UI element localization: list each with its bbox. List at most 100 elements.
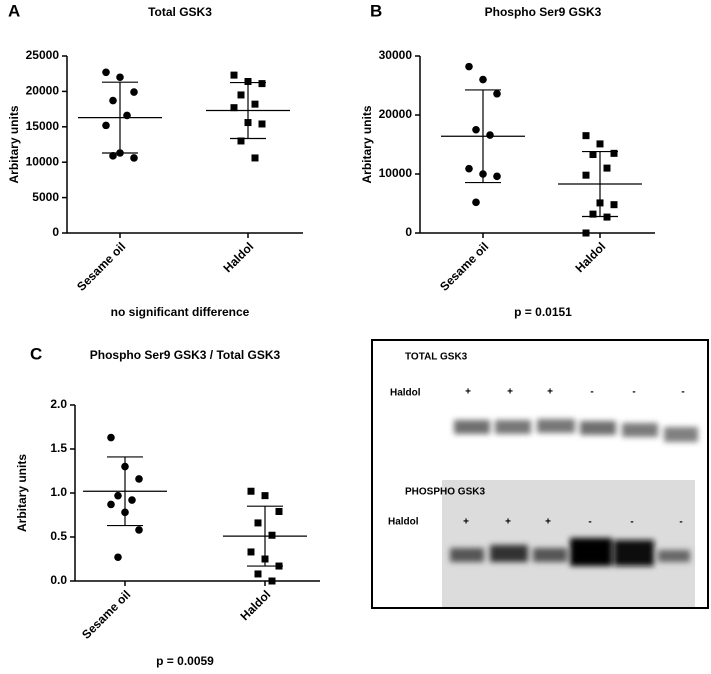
data-point xyxy=(582,132,590,140)
data-point xyxy=(114,491,122,500)
note: p = 0.0059 xyxy=(156,654,214,668)
data-point xyxy=(589,151,597,159)
y-tick-label: 25000 xyxy=(26,48,60,62)
data-point xyxy=(275,507,283,515)
lane-sign: - xyxy=(681,387,684,398)
data-point xyxy=(107,433,115,442)
lane-sign: + xyxy=(505,517,511,528)
data-point xyxy=(135,526,143,534)
y-tick-label: 10000 xyxy=(26,154,60,168)
data-point xyxy=(254,519,262,527)
y-axis-label: Arbitary units xyxy=(360,105,374,183)
y-tick-label: 0 xyxy=(52,225,59,239)
panel-letter: B xyxy=(370,1,382,20)
lane-sign: - xyxy=(588,517,591,528)
data-point xyxy=(486,131,494,139)
data-point xyxy=(596,140,604,148)
data-point xyxy=(109,96,117,105)
data-point xyxy=(603,164,611,172)
y-tick-label: 30000 xyxy=(379,48,413,62)
y-tick-label: 0.0 xyxy=(50,573,67,587)
lane-sign: + xyxy=(547,387,553,398)
x-tick-label: Haldol xyxy=(221,239,257,275)
blot-panel: TOTAL GSK3 Haldol PHOSPHO GSK3 Haldol xyxy=(371,339,709,609)
data-point xyxy=(479,75,487,84)
row-label: Haldol xyxy=(390,388,421,399)
data-point xyxy=(251,154,259,162)
y-tick-label: 1.5 xyxy=(50,441,67,455)
data-point xyxy=(237,91,245,99)
lane-sign: - xyxy=(679,517,682,528)
data-point xyxy=(102,121,110,130)
y-tick-label: 0.5 xyxy=(50,529,67,543)
y-tick-label: 5000 xyxy=(32,190,59,204)
y-tick-label: 1.0 xyxy=(50,485,67,499)
data-point xyxy=(589,210,597,218)
row-label: Haldol xyxy=(388,517,419,528)
panel-letter: A xyxy=(8,1,20,20)
data-point xyxy=(258,120,266,128)
chart: C Phospho Ser9 GSK3 / Total GSK3 p = 0.005… xyxy=(15,344,320,668)
panel-letter: C xyxy=(30,344,42,363)
chart: A Total GSK3 no significant difference Arbi… xyxy=(7,1,303,319)
data-point xyxy=(582,229,590,237)
data-point xyxy=(244,77,252,85)
data-point xyxy=(109,152,117,160)
lane-sign: - xyxy=(632,387,635,398)
data-point xyxy=(610,201,618,209)
lane-sign: + xyxy=(545,517,551,528)
x-tick-label: Sesame oil xyxy=(79,587,133,641)
blot-title: PHOSPHO GSK3 xyxy=(405,487,485,498)
chart-title: Total GSK3 xyxy=(148,5,212,19)
lane-sign: + xyxy=(507,387,513,398)
data-point xyxy=(465,62,473,71)
data-point xyxy=(268,531,276,539)
data-point xyxy=(493,172,501,181)
data-point xyxy=(107,500,115,509)
data-point xyxy=(247,548,255,556)
data-point xyxy=(135,475,143,483)
data-point xyxy=(247,487,255,495)
x-tick-label: Sesame oil xyxy=(437,239,491,293)
y-tick-label: 15000 xyxy=(26,119,60,133)
y-tick-label: 0 xyxy=(405,225,412,239)
y-tick-label: 2.0 xyxy=(50,397,67,411)
data-point xyxy=(230,71,238,79)
note: no significant difference xyxy=(111,305,250,319)
data-point xyxy=(254,570,262,578)
data-point xyxy=(116,73,124,82)
x-tick-label: Sesame oil xyxy=(74,239,128,293)
data-point xyxy=(130,88,138,96)
data-point xyxy=(258,80,266,88)
lane-sign: + xyxy=(463,517,469,528)
chart-title: Phospho Ser9 GSK3 xyxy=(485,5,602,19)
chart: B Phospho Ser9 GSK3 p = 0.0151 Arbitary uni… xyxy=(360,1,655,319)
y-tick-label: 10000 xyxy=(379,166,413,180)
lane-sign: - xyxy=(630,517,633,528)
total-bands xyxy=(454,419,698,442)
data-point xyxy=(582,171,590,179)
phospho-bands xyxy=(450,538,690,566)
blot-title: TOTAL GSK3 xyxy=(405,352,468,363)
data-point xyxy=(128,496,136,504)
data-point xyxy=(610,149,618,157)
x-tick-label: Haldol xyxy=(573,239,609,275)
y-axis-label: Arbitary units xyxy=(15,454,29,532)
note: p = 0.0151 xyxy=(514,305,572,319)
y-axis-label: Arbitary units xyxy=(7,105,21,183)
y-tick-label: 20000 xyxy=(379,107,413,121)
data-point xyxy=(268,577,276,585)
chart-title: Phospho Ser9 GSK3 / Total GSK3 xyxy=(90,348,281,362)
lane-sign: + xyxy=(465,387,471,398)
blot-membrane xyxy=(442,480,695,607)
data-point xyxy=(261,492,269,500)
data-point xyxy=(472,125,480,134)
x-tick-label: Haldol xyxy=(238,587,274,623)
data-point xyxy=(230,104,238,112)
data-point xyxy=(102,68,110,77)
data-point xyxy=(130,154,138,162)
data-point xyxy=(465,164,473,173)
y-tick-label: 20000 xyxy=(26,84,60,98)
data-point xyxy=(237,137,245,145)
